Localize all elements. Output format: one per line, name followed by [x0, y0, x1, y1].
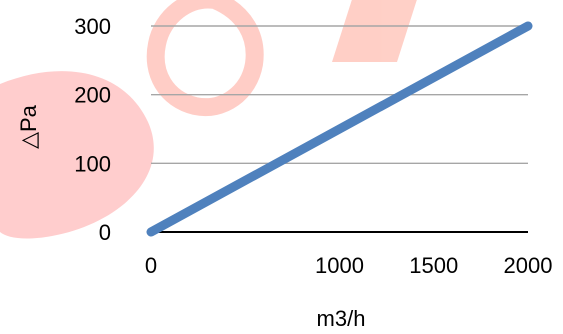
- y-axis-label: △Pa: [16, 104, 41, 149]
- x-tick-label: 0: [145, 253, 157, 278]
- y-tick-label: 0: [99, 220, 111, 245]
- y-tick-label: 100: [74, 151, 111, 176]
- series-layer: [146, 21, 533, 237]
- watermark: [0, 0, 417, 239]
- y-axis-ticks: 0 100 200 300: [74, 14, 111, 245]
- x-axis-ticks: 0 1000 1500 2000: [145, 253, 553, 278]
- gridlines: [151, 25, 528, 165]
- x-tick-label: 1000: [315, 253, 364, 278]
- y-tick-label: 200: [74, 83, 111, 108]
- series-line: [146, 21, 533, 237]
- y-tick-label: 300: [74, 14, 111, 39]
- x-tick-label: 2000: [504, 253, 553, 278]
- x-axis-label: m3/h: [317, 306, 366, 331]
- x-tick-label: 1500: [409, 253, 458, 278]
